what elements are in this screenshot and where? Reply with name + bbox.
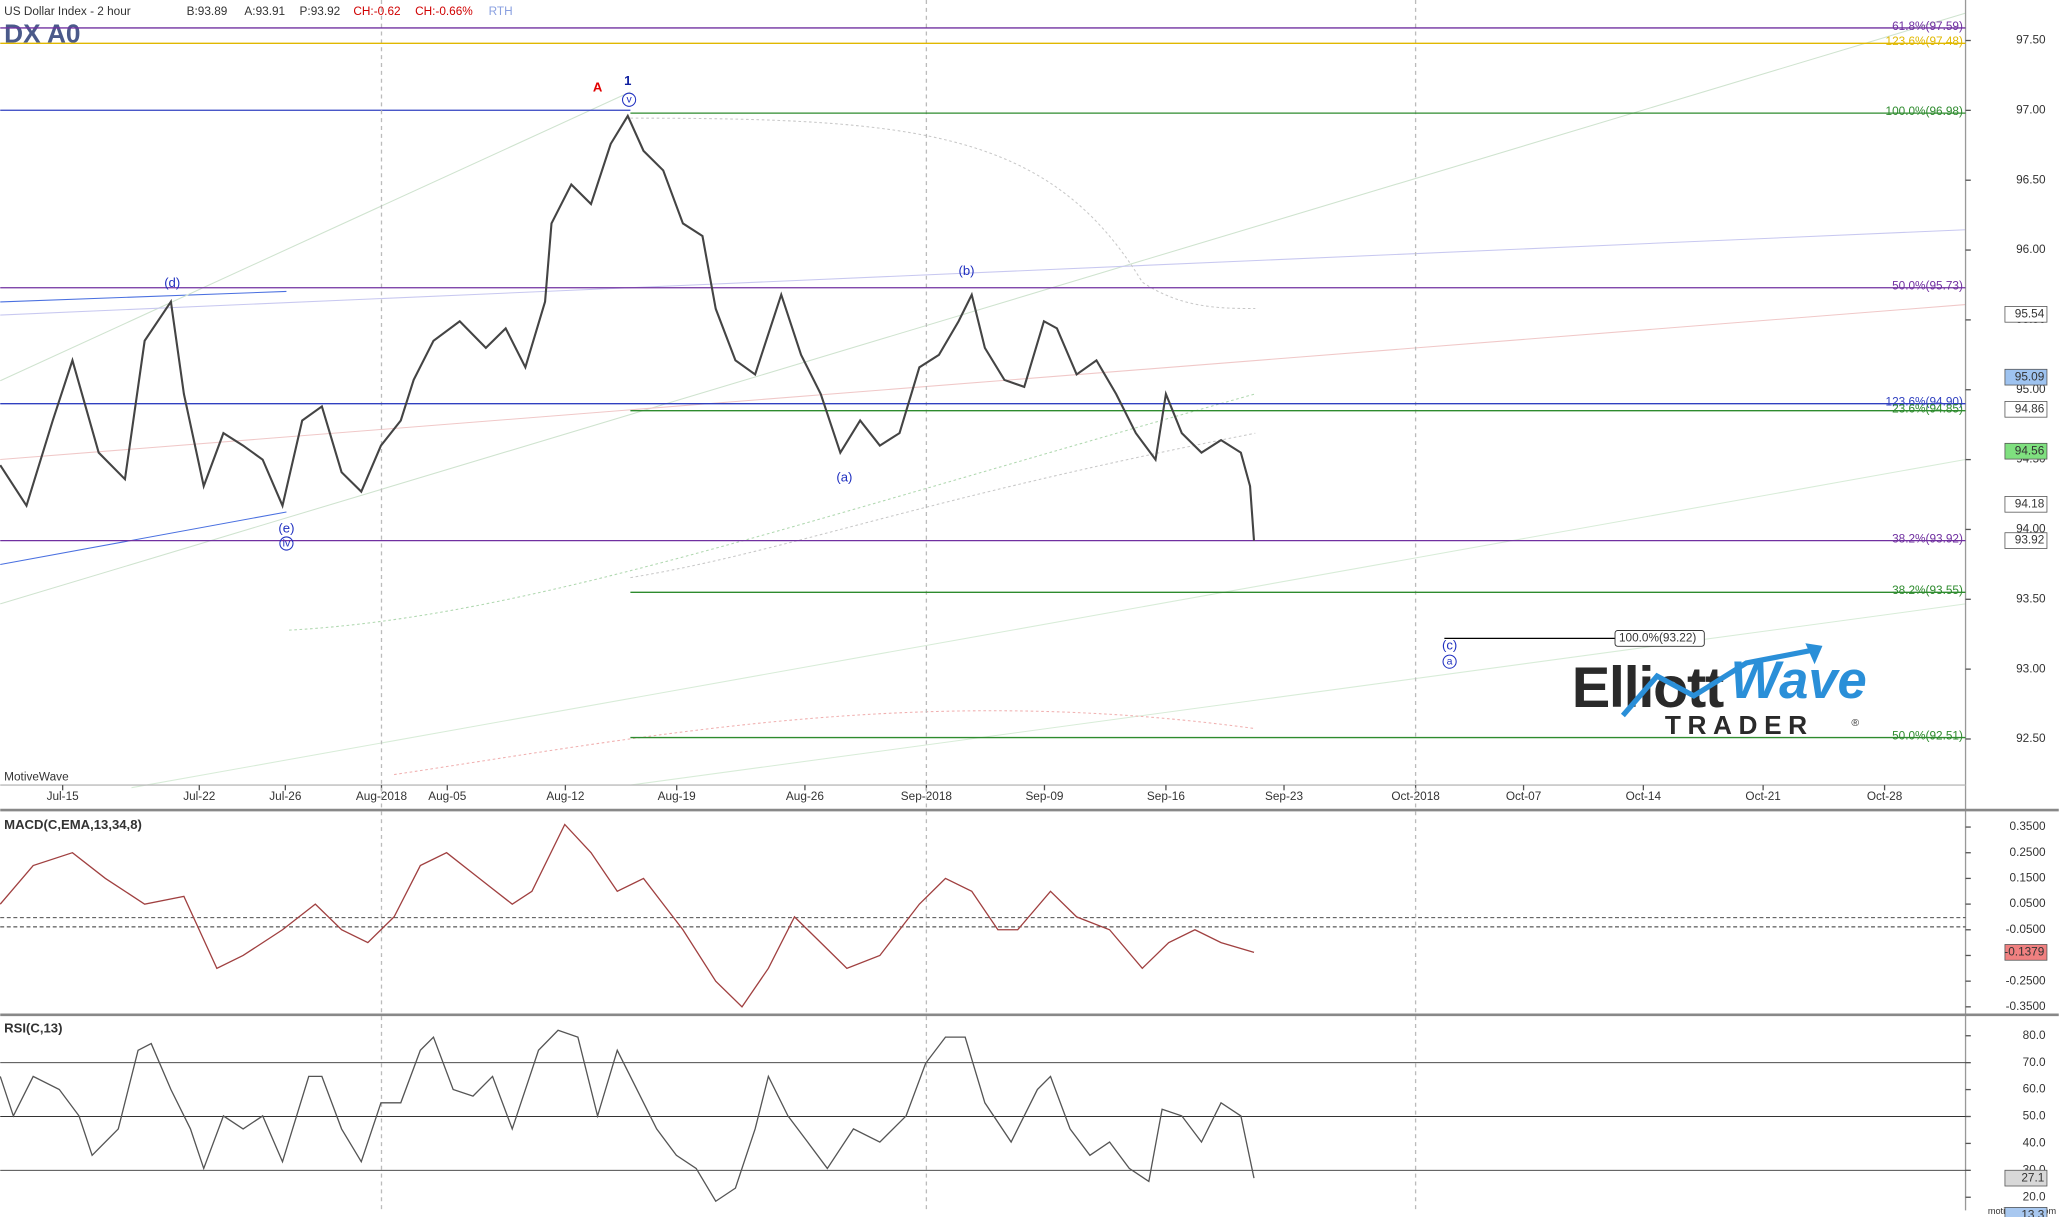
y-tick-label: 70.0 xyxy=(2023,1055,2046,1069)
x-tick-label: Jul-22 xyxy=(183,789,215,803)
level-label: 50.0%(95.73) xyxy=(1892,279,1963,293)
price-marker xyxy=(2004,1207,2048,1217)
price-marker-label: 94.18 xyxy=(2015,496,2045,510)
wave-label: a xyxy=(1447,655,1453,667)
y-tick-label: 97.00 xyxy=(2016,102,2046,116)
x-tick-label: Sep-16 xyxy=(1147,789,1185,803)
wave-label: (a) xyxy=(836,469,852,484)
y-tick-label: 60.0 xyxy=(2023,1082,2046,1096)
wave-label: iv xyxy=(283,537,291,549)
price-marker xyxy=(2004,496,2048,513)
level-label: 123.6%(94.90) xyxy=(1886,395,1963,409)
y-tick-label: 97.50 xyxy=(2016,33,2046,47)
wave-circle xyxy=(1442,654,1457,669)
logo: Elliott Wave TRADER ® xyxy=(1572,643,1867,740)
level-label: 61.8%(97.59) xyxy=(1892,19,1963,33)
price-marker xyxy=(2004,442,2048,460)
price-marker-label: 95.09 xyxy=(2015,369,2045,383)
y-tick-label: 92.50 xyxy=(2016,731,2046,745)
y-tick-label: 93.50 xyxy=(2016,591,2046,605)
x-tick-label: Aug-05 xyxy=(428,789,466,803)
logo-arrow xyxy=(1805,643,1823,665)
x-tick-label: Sep-23 xyxy=(1265,789,1303,803)
level-label: 23.6%(94.85) xyxy=(1892,402,1963,416)
price-line xyxy=(0,823,1255,1008)
y-tick-label: -0.2500 xyxy=(2006,973,2046,987)
x-tick-label: Oct-07 xyxy=(1506,789,1541,803)
price-marker-label: -0.1379 xyxy=(2004,944,2044,958)
level-label: 38.2%(93.55) xyxy=(1892,583,1963,597)
logo-swoosh xyxy=(1620,647,1816,718)
x-tick-label: Aug-26 xyxy=(786,789,824,803)
ask: A:93.91 xyxy=(244,4,285,18)
y-tick-label: 96.00 xyxy=(2016,242,2046,256)
level-label: 50.0%(92.51) xyxy=(1892,728,1963,742)
y-tick-label: 50.0 xyxy=(2023,1109,2046,1123)
y-tick-label: -0.0500 xyxy=(2006,922,2046,936)
watermark: MotiveWave xyxy=(4,769,69,783)
x-tick-label: Oct-21 xyxy=(1745,789,1780,803)
wave-label: (d) xyxy=(164,275,180,290)
last-price: P:93.92 xyxy=(300,4,341,18)
wave-label: 1 xyxy=(624,73,631,88)
y-tick-label: 0.2500 xyxy=(2010,845,2047,859)
price-marker-label: 27.1 xyxy=(2021,1170,2044,1184)
y-tick-label: 94.00 xyxy=(2016,522,2046,536)
change-pct: CH:-0.66% xyxy=(415,4,473,18)
x-tick-label: Oct-28 xyxy=(1867,789,1903,803)
level-label: 100.0%(96.98) xyxy=(1886,104,1963,118)
x-tick-label: Jul-26 xyxy=(269,789,302,803)
wave-label: (b) xyxy=(958,263,974,278)
y-tick-label: 80.0 xyxy=(2023,1028,2046,1042)
price-marker-label: 94.56 xyxy=(2015,443,2045,457)
wave-label: v xyxy=(626,94,632,106)
price-marker-label: 93.92 xyxy=(2015,533,2045,547)
logo-registered: ® xyxy=(1851,717,1859,729)
wave-label: A xyxy=(593,79,603,94)
y-tick-label: 0.0500 xyxy=(2010,896,2047,910)
y-tick-label: 20.0 xyxy=(2023,1189,2046,1203)
x-tick-label: Oct-14 xyxy=(1626,789,1662,803)
price-line xyxy=(0,113,1256,541)
instrument: US Dollar Index - 2 hour xyxy=(4,4,131,18)
wave-label: (c) xyxy=(1442,637,1457,652)
logo-trader: TRADER xyxy=(1665,710,1814,740)
price-marker-label: 95.54 xyxy=(2015,306,2045,320)
x-tick-label: Aug-12 xyxy=(546,789,584,803)
level-label-box xyxy=(1614,630,1705,647)
y-tick-label: 96.50 xyxy=(2016,172,2046,186)
level-label: 38.2%(93.92) xyxy=(1892,531,1963,545)
y-tick-label: 40.0 xyxy=(2023,1136,2046,1150)
price-marker xyxy=(2004,368,2048,386)
panel-title: RSI(C,13) xyxy=(4,1021,62,1036)
channel-lines xyxy=(0,12,1966,789)
price-line xyxy=(0,1029,1255,1203)
price-marker xyxy=(2004,401,2048,418)
y-tick-label: 93.00 xyxy=(2016,661,2046,675)
session: RTH xyxy=(489,4,513,18)
x-tick-label: Sep-09 xyxy=(1025,789,1063,803)
price-marker xyxy=(2004,532,2048,549)
price-marker xyxy=(2004,1169,2048,1187)
level-label: 123.6%(97.48) xyxy=(1886,34,1963,48)
price-marker-label: 94.86 xyxy=(2015,401,2045,415)
y-tick-label: 0.3500 xyxy=(2010,819,2047,833)
price-marker xyxy=(2004,306,2048,323)
x-tick-label: Aug-19 xyxy=(658,789,696,803)
price-marker xyxy=(2004,944,2048,961)
wave-circle xyxy=(621,92,637,107)
x-tick-label: Jul-15 xyxy=(47,789,80,803)
wave-circle xyxy=(279,536,294,551)
panel-title: MACD(C,EMA,13,34,8) xyxy=(4,817,142,832)
change: CH:-0.62 xyxy=(353,4,400,18)
y-tick-label: 0.1500 xyxy=(2010,871,2047,885)
y-tick-label: -0.3500 xyxy=(2006,999,2046,1013)
price-marker-label: 13.3 xyxy=(2021,1207,2044,1217)
level-label: 100.0%(93.22) xyxy=(1619,631,1696,645)
bid: B:93.89 xyxy=(187,4,228,18)
wave-label: (e) xyxy=(278,521,294,536)
